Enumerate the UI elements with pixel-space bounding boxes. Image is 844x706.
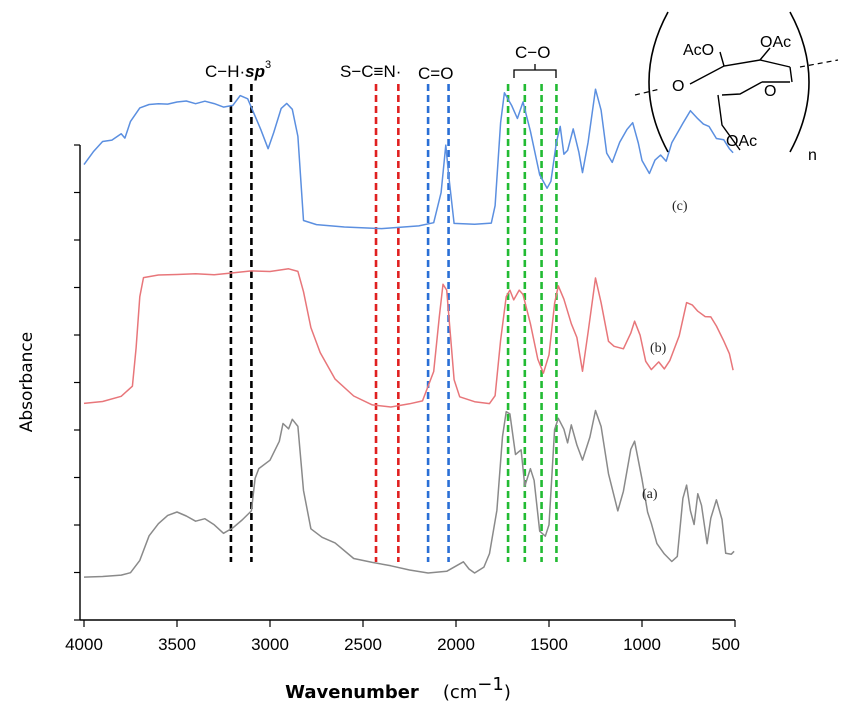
x-tick-label: 1500	[530, 635, 568, 654]
y-ticks	[74, 144, 80, 621]
structure-o-left: O	[672, 78, 684, 95]
series-line-c	[83, 88, 734, 230]
x-tick-label: 1000	[623, 635, 661, 654]
x-axis-title: Wavenumber (cm−1)	[285, 674, 511, 703]
x-tick-label: 4000	[65, 635, 103, 654]
structure-oAc-top: OAc	[760, 34, 791, 51]
structure-acO: AcO	[683, 42, 714, 59]
series-label-c: (c)	[672, 199, 688, 214]
band-label-ch-sp: sp	[245, 62, 265, 81]
x-ticks: 4000 3500 3000 2500 2000 1500 1000 500	[65, 620, 740, 654]
x-tick-label: 3000	[251, 635, 289, 654]
band-label-ch: C−H·sp3	[205, 59, 271, 81]
bond-right-dash	[799, 59, 839, 68]
ring-side-bonds	[717, 47, 771, 151]
structure-oAc-bottom: OAc	[726, 133, 757, 150]
band-label-scn: S−C≡N·	[340, 62, 401, 81]
ring-bonds	[689, 59, 793, 96]
x-axis-unit-close: )	[504, 682, 511, 703]
y-axis-title: Absorbance	[17, 332, 37, 432]
chemical-structure: AcO OAc O O OAc n	[634, 11, 839, 164]
x-axis-unit: (cm	[443, 682, 477, 703]
x-axis-title-main: Wavenumber	[285, 682, 419, 703]
series-line-a	[83, 409, 735, 578]
band-label-co-double: C=O	[418, 64, 453, 83]
band-label-ch-text: C−H·	[205, 62, 245, 81]
band-label-ch-sup: 3	[265, 59, 271, 71]
x-tick-label: 2500	[344, 635, 382, 654]
series-line-b	[83, 268, 734, 408]
x-tick-label: 3500	[158, 635, 196, 654]
x-tick-label: 2000	[437, 635, 475, 654]
x-tick-label: 500	[712, 635, 740, 654]
bond-left-dash	[634, 88, 661, 96]
band-label-co-single: C−O	[515, 43, 550, 62]
x-axis-unit-exp: −1	[477, 674, 504, 695]
structure-bracket-right	[789, 11, 810, 153]
spectra-series	[83, 88, 735, 578]
structure-subscript-n: n	[808, 147, 817, 164]
band-lines	[229, 84, 558, 562]
structure-o-ring: O	[764, 83, 776, 100]
co-bracket	[513, 64, 557, 78]
series-label-a: (a)	[642, 487, 658, 502]
structure-bracket-left	[648, 11, 669, 153]
series-label-b: (b)	[650, 341, 667, 356]
